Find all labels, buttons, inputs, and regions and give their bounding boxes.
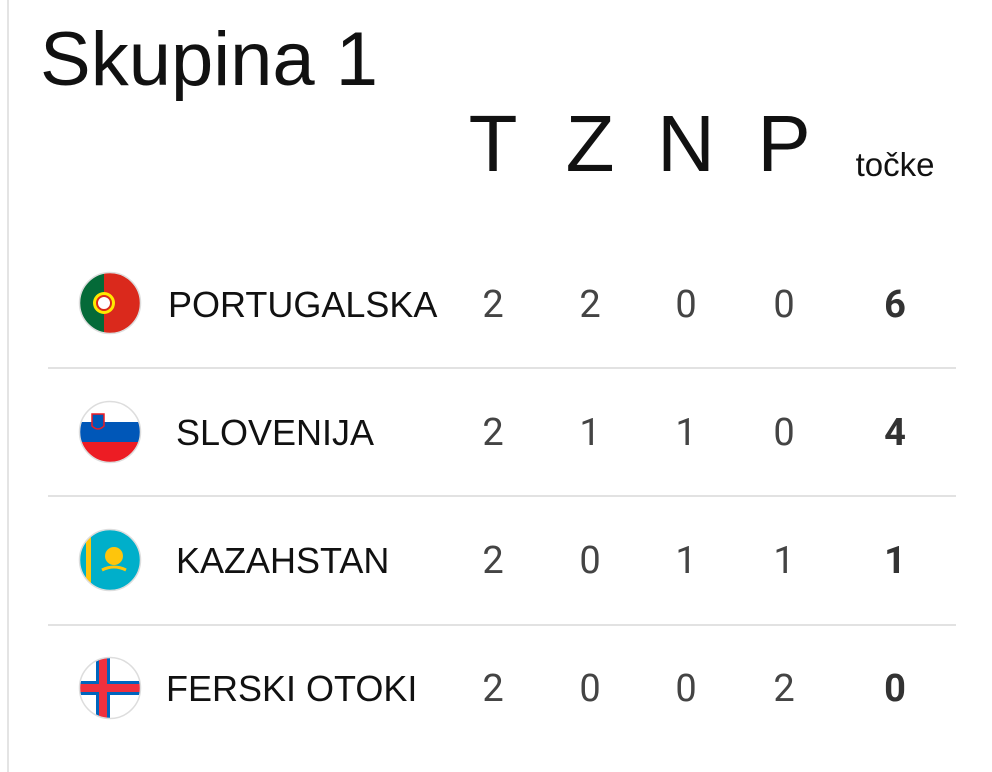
column-header: P — [757, 99, 811, 188]
stat-value: 2 — [579, 283, 601, 327]
stat-value: 0 — [579, 667, 601, 711]
stat-value: 0 — [579, 539, 601, 583]
column-header: Z — [565, 99, 615, 188]
card-edge — [7, 0, 9, 772]
stat-value: 2 — [482, 283, 504, 327]
stat-value: 0 — [773, 411, 795, 455]
team-name: PORTUGALSKA — [168, 284, 438, 325]
group-title: Skupina 1 — [40, 17, 379, 102]
flag-faroe-islands — [78, 656, 142, 720]
stat-value: 1 — [579, 411, 601, 455]
flag-kazakhstan — [78, 528, 142, 592]
row-separator — [48, 495, 956, 497]
points: 6 — [884, 283, 906, 327]
stat-value: 2 — [482, 539, 504, 583]
stat-value: 1 — [675, 411, 697, 455]
stat-value: 0 — [675, 283, 697, 327]
stat-value: 1 — [675, 539, 697, 583]
row-separator — [48, 624, 956, 626]
team-name: SLOVENIJA — [176, 412, 375, 453]
points: 0 — [884, 667, 906, 711]
team-name: KAZAHSTAN — [176, 540, 390, 581]
stat-value: 2 — [773, 667, 795, 711]
team-name: FERSKI OTOKI — [166, 668, 418, 709]
stat-value: 1 — [773, 539, 795, 583]
column-header: točke — [855, 146, 935, 183]
points: 1 — [884, 539, 906, 583]
column-header: N — [657, 99, 715, 188]
flag-portugal — [78, 271, 142, 335]
flag-slovenia — [78, 400, 142, 464]
stat-value: 0 — [773, 283, 795, 327]
stat-value: 2 — [482, 667, 504, 711]
points: 4 — [884, 411, 906, 455]
row-separator — [48, 367, 956, 369]
column-header: T — [468, 99, 518, 188]
stat-value: 0 — [675, 667, 697, 711]
stat-value: 2 — [482, 411, 504, 455]
